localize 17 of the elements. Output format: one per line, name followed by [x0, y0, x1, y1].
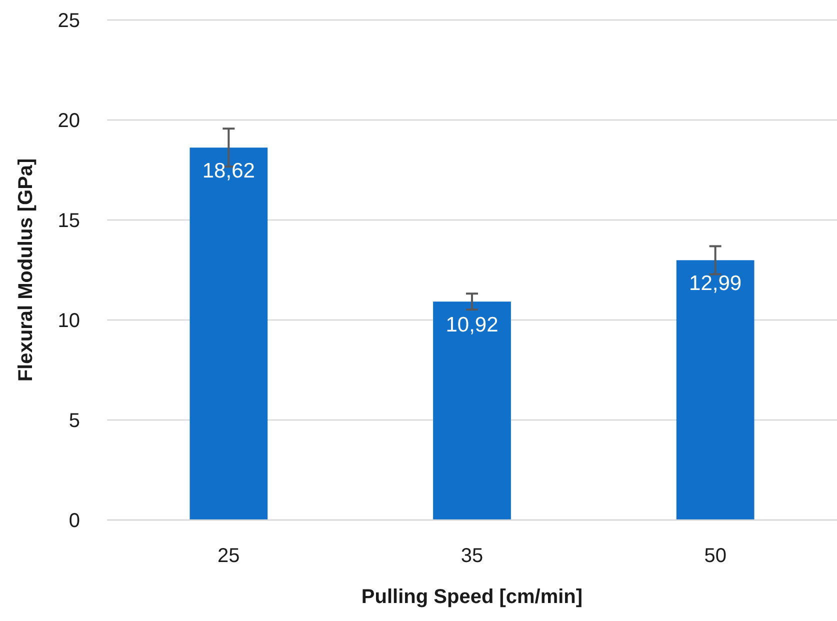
x-axis-title: Pulling Speed [cm/min]	[361, 586, 583, 608]
x-tick-label: 35	[460, 545, 484, 567]
x-tick-label: 25	[218, 545, 240, 567]
data-label: 18,62	[202, 160, 255, 183]
y-tick-label: 15	[58, 210, 80, 232]
data-label: 10,92	[446, 314, 498, 337]
y-tick-label: 20	[58, 110, 80, 132]
bar	[676, 260, 754, 520]
bar	[190, 148, 268, 520]
y-tick-label: 0	[68, 510, 80, 532]
y-tick-label: 10	[58, 310, 80, 332]
bar	[433, 302, 511, 520]
y-axis-title: Flexural Modulus [GPa]	[15, 158, 37, 382]
data-label: 12,99	[689, 272, 742, 296]
x-tick-label: 50	[704, 545, 726, 567]
y-tick-label: 5	[68, 410, 80, 432]
y-tick-label: 25	[58, 10, 80, 32]
